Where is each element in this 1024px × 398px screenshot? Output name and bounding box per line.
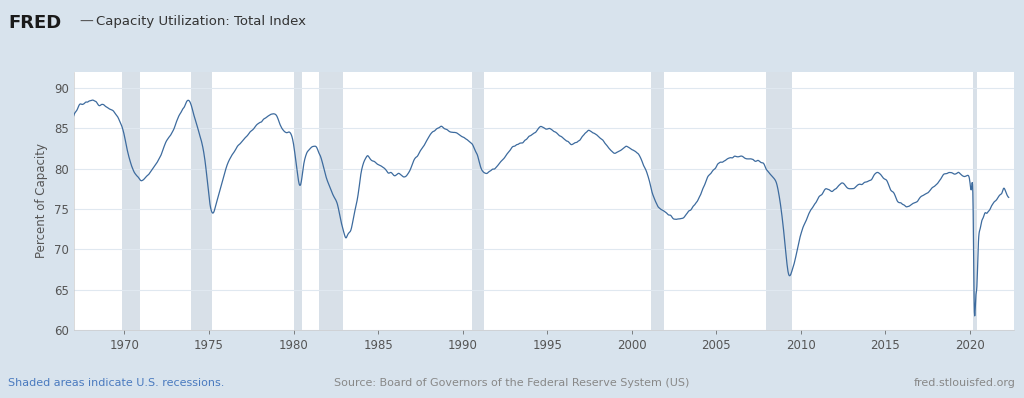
Bar [122,72,140,330]
Bar [766,72,793,330]
Text: FRED: FRED [8,14,61,32]
Bar [651,72,665,330]
Text: Shaded areas indicate U.S. recessions.: Shaded areas indicate U.S. recessions. [8,378,224,388]
Text: Source: Board of Governors of the Federal Reserve System (US): Source: Board of Governors of the Federa… [334,378,690,388]
Bar [472,72,483,330]
Bar [190,72,212,330]
Bar [294,72,302,330]
Bar [318,72,343,330]
Text: fred.stlouisfed.org: fred.stlouisfed.org [914,378,1016,388]
Bar [973,72,977,330]
Text: —: — [80,15,93,29]
Y-axis label: Percent of Capacity: Percent of Capacity [36,144,48,258]
Text: Capacity Utilization: Total Index: Capacity Utilization: Total Index [96,15,306,28]
